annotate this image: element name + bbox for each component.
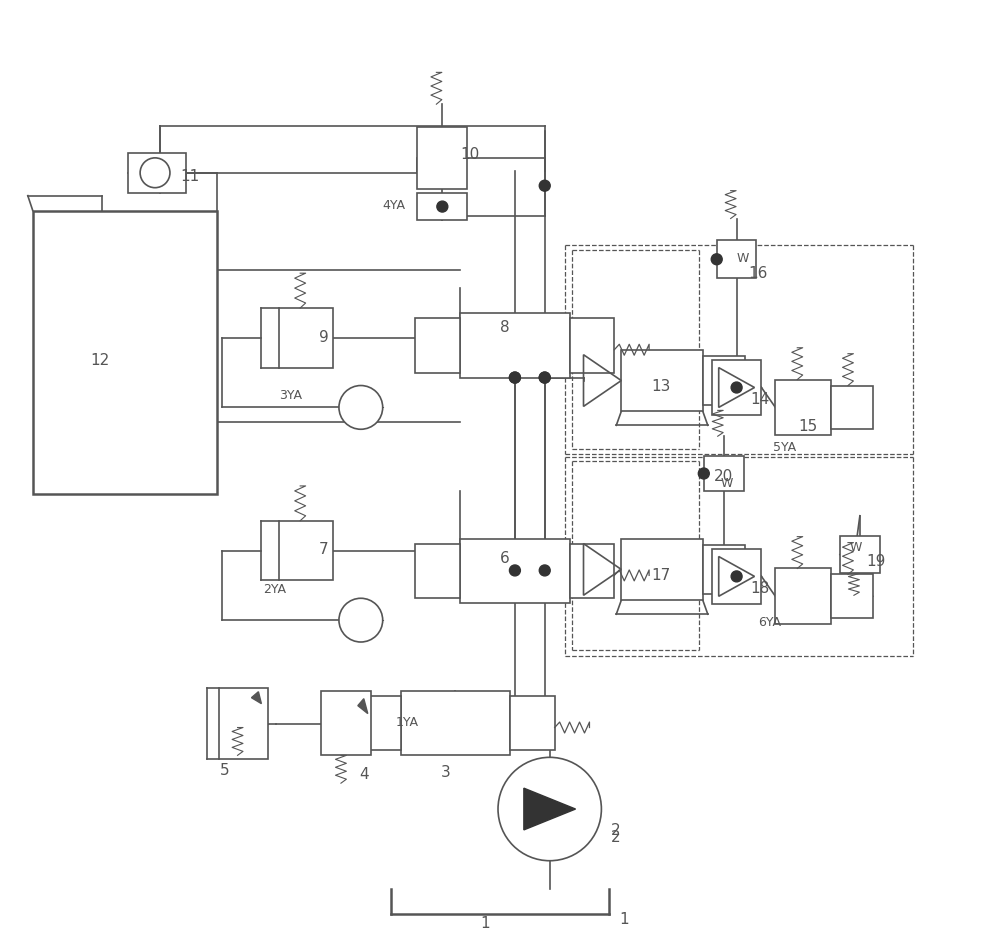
Circle shape bbox=[339, 385, 383, 429]
Polygon shape bbox=[524, 789, 576, 830]
Text: 10: 10 bbox=[460, 147, 479, 162]
Bar bbox=[570, 544, 614, 598]
Text: 9: 9 bbox=[319, 330, 329, 344]
Bar bbox=[704, 456, 744, 491]
Text: 4: 4 bbox=[359, 767, 368, 782]
Bar bbox=[279, 308, 333, 367]
Bar bbox=[570, 318, 614, 373]
Text: W: W bbox=[737, 252, 749, 266]
Bar bbox=[415, 544, 460, 598]
Text: 2: 2 bbox=[611, 829, 621, 845]
Circle shape bbox=[437, 201, 448, 212]
Polygon shape bbox=[358, 698, 368, 714]
Text: 1YA: 1YA bbox=[396, 716, 419, 729]
Circle shape bbox=[539, 372, 550, 383]
Circle shape bbox=[698, 468, 709, 479]
Bar bbox=[510, 696, 555, 751]
Text: 11: 11 bbox=[180, 169, 199, 184]
Polygon shape bbox=[251, 692, 261, 703]
Text: 17: 17 bbox=[651, 568, 670, 584]
Text: 1: 1 bbox=[619, 912, 629, 927]
Text: 7: 7 bbox=[319, 542, 329, 556]
Text: 2YA: 2YA bbox=[263, 584, 286, 596]
Bar bbox=[460, 539, 570, 604]
Bar bbox=[401, 691, 510, 755]
Bar bbox=[775, 568, 831, 624]
Bar bbox=[621, 539, 703, 601]
Text: 1: 1 bbox=[480, 917, 490, 931]
Text: 2: 2 bbox=[611, 823, 621, 838]
Text: 8: 8 bbox=[500, 320, 510, 335]
Bar bbox=[712, 549, 761, 605]
Text: W: W bbox=[850, 541, 862, 553]
Text: 16: 16 bbox=[749, 266, 768, 281]
Bar bbox=[321, 691, 371, 755]
Circle shape bbox=[509, 372, 520, 383]
Text: 3YA: 3YA bbox=[279, 389, 302, 402]
Text: 6YA: 6YA bbox=[758, 616, 781, 629]
Circle shape bbox=[539, 180, 550, 191]
Bar bbox=[417, 127, 467, 189]
Circle shape bbox=[140, 158, 170, 188]
Bar bbox=[712, 360, 761, 416]
Circle shape bbox=[539, 372, 550, 383]
Text: 3: 3 bbox=[440, 765, 450, 780]
Bar bbox=[775, 380, 831, 436]
Circle shape bbox=[509, 565, 520, 576]
Text: 12: 12 bbox=[90, 353, 110, 367]
Circle shape bbox=[711, 253, 722, 265]
Circle shape bbox=[498, 757, 601, 861]
Text: 20: 20 bbox=[714, 469, 733, 484]
Bar bbox=[219, 688, 268, 759]
Bar bbox=[840, 535, 880, 573]
Bar bbox=[703, 545, 745, 594]
Text: 15: 15 bbox=[798, 419, 817, 435]
Text: 13: 13 bbox=[651, 380, 670, 395]
Bar bbox=[703, 356, 745, 405]
Text: 18: 18 bbox=[751, 582, 770, 596]
Text: 19: 19 bbox=[866, 554, 885, 569]
Bar bbox=[831, 574, 873, 618]
Bar bbox=[831, 385, 873, 429]
Bar bbox=[460, 313, 570, 378]
Bar bbox=[33, 211, 217, 493]
Bar bbox=[717, 240, 756, 278]
Bar bbox=[356, 696, 401, 751]
Text: 6: 6 bbox=[500, 551, 510, 567]
Text: 5YA: 5YA bbox=[773, 441, 797, 455]
Bar bbox=[279, 521, 333, 581]
Circle shape bbox=[339, 598, 383, 642]
Text: P: P bbox=[550, 586, 558, 599]
Bar bbox=[415, 318, 460, 373]
Text: 14: 14 bbox=[751, 393, 770, 407]
Circle shape bbox=[509, 372, 520, 383]
Bar bbox=[417, 193, 467, 220]
Bar bbox=[128, 153, 186, 193]
Text: W: W bbox=[721, 477, 733, 490]
Bar bbox=[621, 350, 703, 411]
Circle shape bbox=[539, 565, 550, 576]
Bar bbox=[326, 700, 356, 745]
Text: 4YA: 4YA bbox=[383, 198, 406, 212]
Circle shape bbox=[731, 382, 742, 393]
Circle shape bbox=[731, 571, 742, 582]
Text: 5: 5 bbox=[220, 763, 229, 778]
